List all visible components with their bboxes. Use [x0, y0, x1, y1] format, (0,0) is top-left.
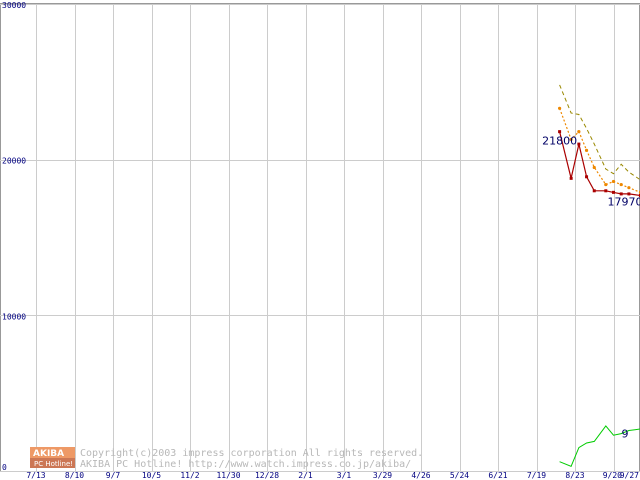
x-tick-label: 8/23 [565, 471, 584, 480]
x-axis-ticks: 7/13 8/10 9/7 10/5 11/2 11/30 12/28 2/1 3/1 3/29 4… [26, 471, 639, 480]
point-price_avg [627, 186, 631, 190]
x-tick-label: 3/29 [373, 471, 392, 480]
plot-frame [0, 3, 640, 472]
x-tick-label: 4/26 [411, 471, 430, 480]
series-price-band [559, 84, 640, 181]
site-url-text: AKIBA PC Hotline! http://www.watch.impre… [80, 459, 411, 470]
x-tick-label: 10/5 [142, 471, 161, 480]
point-price_avg [558, 106, 562, 110]
data-label: 17970 [608, 195, 640, 208]
watermark: AKIBA PC Hotline! Copyright(c)2003 impre… [30, 447, 423, 470]
point-price_avg [577, 130, 581, 134]
x-tick-label: 11/2 [180, 471, 199, 480]
point-price_avg [592, 165, 596, 170]
y-axis-ticks: 30000 20000 10000 0 [2, 1, 26, 472]
x-tick-label: 5/24 [450, 471, 469, 480]
x-tick-label: 11/30 [216, 471, 240, 480]
x-tick-label: 7/19 [527, 471, 546, 480]
logo-top-box [30, 447, 75, 458]
y-tick-label: 0 [2, 463, 7, 472]
x-tick-label: 9/20 [603, 471, 622, 480]
point-price [612, 190, 615, 194]
point-price [627, 192, 631, 196]
logo-bottom-box [30, 458, 75, 468]
point-price [619, 192, 623, 196]
point-price [569, 176, 573, 180]
x-tick-label: 8/10 [65, 471, 84, 480]
series-line-shops [559, 425, 640, 467]
data-label: 21800 [542, 135, 577, 148]
point-price_avg [569, 137, 573, 142]
y-tick-label: 20000 [2, 157, 26, 166]
x-tick-label: 3/1 [337, 471, 352, 480]
x-tick-label: 2/1 [298, 471, 313, 480]
x-tick-label: 12/28 [255, 471, 279, 480]
x-tick-label: 6/21 [488, 471, 507, 480]
data-labels: 218001797016470164801528096612 [542, 135, 640, 441]
series-price [558, 130, 640, 197]
data-label: 9 [622, 427, 629, 440]
series-price-avg [558, 106, 640, 194]
copyright-text: Copyright(c)2003 impress corporation All… [80, 448, 423, 459]
logo-top-text: AKIBA [33, 449, 64, 459]
x-tick-label: 9/27 [620, 471, 639, 480]
x-tick-label: 9/7 [106, 471, 121, 480]
series-shops [559, 425, 640, 467]
point-price_avg [611, 179, 616, 184]
point-price_avg [584, 148, 589, 152]
point-price [558, 130, 562, 134]
grid-lines [0, 3, 640, 472]
point-price_avg [604, 182, 608, 187]
point-price [577, 142, 581, 146]
point-price [604, 189, 608, 193]
logo-bottom-text: PC Hotline! [34, 460, 73, 468]
y-tick-label: 10000 [2, 312, 26, 321]
point-price [592, 189, 596, 193]
point-price_avg [619, 182, 623, 187]
x-tick-label: 7/13 [26, 471, 45, 480]
y-tick-label: 30000 [2, 1, 26, 10]
series-line-price_band [559, 84, 640, 181]
point-price [585, 175, 589, 179]
point-price [638, 193, 640, 197]
